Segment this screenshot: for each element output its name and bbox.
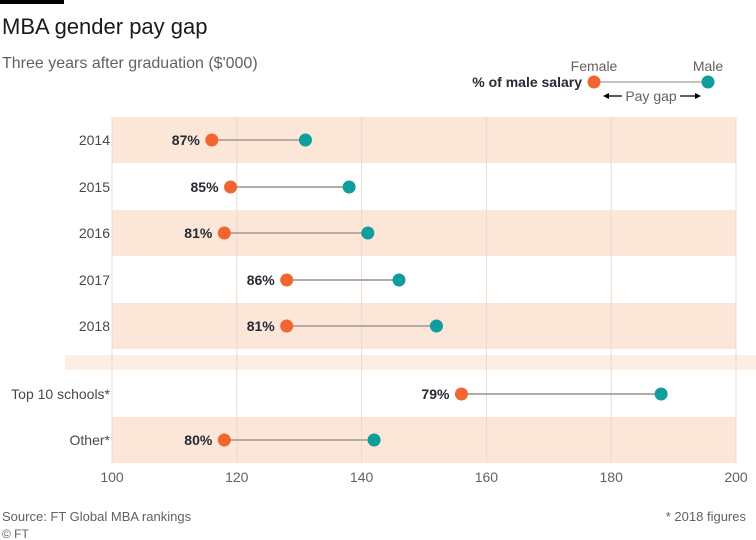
male-dot	[429, 319, 443, 333]
chart-title: MBA gender pay gap	[2, 14, 208, 39]
legend-male-label: Male	[693, 58, 724, 74]
footnote: * 2018 figures	[665, 509, 746, 524]
pct-label: 80%	[184, 432, 213, 448]
male-dot	[392, 273, 406, 287]
male-dot	[342, 180, 356, 194]
row-label: 2017	[79, 272, 110, 288]
row-label: 2016	[79, 225, 110, 241]
legend-title: % of male salary	[472, 74, 582, 90]
row-label: 2014	[79, 132, 110, 148]
female-dot	[280, 273, 294, 287]
legend-female-dot	[587, 75, 601, 89]
female-dot	[280, 319, 294, 333]
x-tick-label: 200	[724, 469, 748, 485]
legend-male-dot	[701, 75, 715, 89]
x-tick-label: 160	[475, 469, 499, 485]
pct-label: 81%	[247, 318, 276, 334]
arrow-left-icon	[603, 93, 609, 99]
x-tick-label: 140	[350, 469, 374, 485]
female-dot	[217, 433, 231, 447]
row-label: 2015	[79, 179, 110, 195]
female-dot	[205, 133, 219, 147]
pct-label: 86%	[247, 272, 276, 288]
male-dot	[367, 433, 381, 447]
group-separator-band	[65, 355, 756, 370]
legend-pay-gap-label: Pay gap	[625, 88, 677, 104]
arrow-right-icon	[695, 93, 701, 99]
pct-label: 81%	[184, 225, 213, 241]
row-label: 2018	[79, 318, 110, 334]
male-dot	[361, 226, 375, 240]
source-note: Source: FT Global MBA rankings	[2, 509, 192, 524]
female-dot	[217, 226, 231, 240]
pct-label: 85%	[191, 179, 220, 195]
x-tick-label: 120	[225, 469, 249, 485]
legend-female-label: Female	[571, 58, 618, 74]
row-label: Top 10 schools*	[11, 386, 110, 402]
chart-subtitle: Three years after graduation ($'000)	[2, 55, 258, 72]
x-tick-label: 100	[100, 469, 124, 485]
row-band	[112, 210, 736, 256]
x-tick-label: 180	[600, 469, 624, 485]
copyright: © FT	[2, 527, 29, 540]
ft-top-bar	[0, 0, 64, 4]
female-dot	[454, 387, 468, 401]
female-dot	[224, 180, 238, 194]
male-dot	[298, 133, 312, 147]
male-dot	[654, 387, 668, 401]
pct-label: 87%	[172, 132, 201, 148]
row-label: Other*	[70, 432, 111, 448]
pct-label: 79%	[421, 386, 450, 402]
row-band	[112, 417, 736, 463]
